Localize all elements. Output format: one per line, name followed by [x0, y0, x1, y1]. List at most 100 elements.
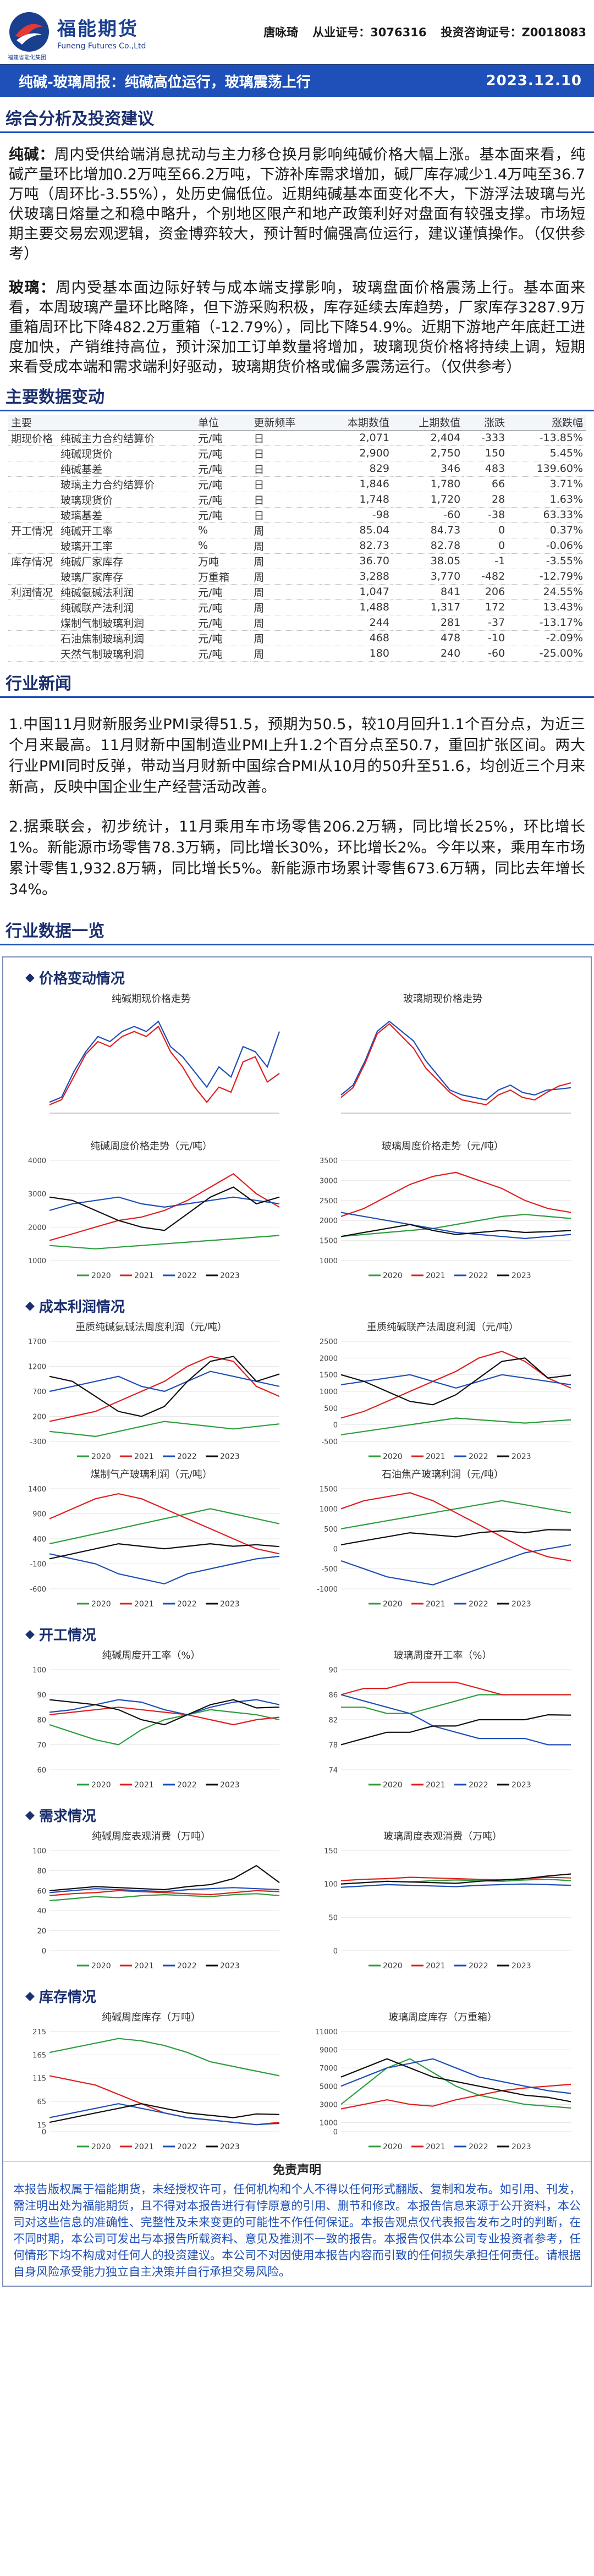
- chart-title: 玻璃期现价格走势: [403, 993, 482, 1005]
- y-tick-label: 90: [328, 1666, 338, 1675]
- y-tick-label: 40: [37, 1907, 46, 1916]
- table-header-cell: [57, 415, 195, 431]
- row-change-pct: 24.55%: [508, 584, 586, 600]
- diamond-icon: ◆: [25, 1298, 35, 1313]
- chart-title: 煤制气产玻璃利润（元/吨）: [90, 1468, 213, 1480]
- report-title: 纯碱-玻璃周报：纯碱高位运行，玻璃震荡上行: [19, 74, 311, 91]
- row-change: 483: [464, 461, 509, 477]
- series-line: [340, 1223, 571, 1237]
- row-frequency: 日: [250, 445, 322, 461]
- row-name: 玻璃厂家库存: [57, 569, 195, 585]
- row-category: 期现价格: [8, 430, 57, 446]
- y-tick-label: 50: [328, 1914, 338, 1922]
- series-line: [49, 1892, 280, 1901]
- section-analysis: 综合分析及投资建议: [0, 107, 594, 133]
- license-info: 从业证号：3076316: [312, 26, 427, 39]
- table-row: 纯碱现货价 元/吨日 2,900 2,750 150 5.45%: [8, 445, 586, 461]
- row-name: 纯碱氨碱法利润: [57, 584, 195, 600]
- legend-label: 2021: [426, 1452, 446, 1461]
- row-change: -1: [464, 553, 509, 569]
- row-category: [8, 630, 57, 646]
- company-name-cn: 福能期货: [57, 18, 139, 40]
- row-unit: 元/吨: [195, 492, 251, 508]
- series-line: [49, 1234, 280, 1250]
- row-category: [8, 507, 57, 523]
- series-line: [49, 1886, 280, 1893]
- row-previous-value: 2,750: [392, 445, 464, 461]
- y-tick-label: 2000: [320, 1355, 338, 1363]
- y-tick-label: 15: [37, 2121, 46, 2129]
- chart-coal-glass-profit: 煤制气产玻璃利润（元/吨） -600 -100 400 900 1400 2020 2021 2…: [16, 1467, 286, 1614]
- row-unit: 元/吨: [195, 461, 251, 477]
- series-line: [49, 2102, 280, 2123]
- chart-row: 纯碱周度价格走势（元/吨） 1000 2000 3000 4000 2020 2021 202…: [3, 1138, 591, 1286]
- series-line: [49, 1025, 280, 1105]
- series-line: [49, 1543, 280, 1559]
- row-change: 28: [464, 492, 509, 508]
- table-row: 石油焦制玻璃利润 元/吨周 468 478 -10 -2.09%: [8, 630, 586, 646]
- table-row: 开工情况 纯碱开工率% 周 85.04 84.73 0 0.37%: [8, 522, 586, 538]
- row-change-pct: 1.63%: [508, 492, 586, 508]
- row-current-value: 468: [321, 630, 393, 646]
- group-title-profit: ◆ 成本利润情况: [25, 1298, 125, 1315]
- y-tick-label: 0: [42, 1947, 46, 1956]
- row-name: 纯碱开工率: [57, 522, 195, 538]
- row-previous-value: 346: [392, 461, 464, 477]
- y-tick-label: 1000: [320, 1388, 338, 1396]
- row-change: 150: [464, 445, 509, 461]
- row-change-pct: 5.45%: [508, 445, 586, 461]
- legend-label: 2021: [426, 2143, 446, 2151]
- row-change: -37: [464, 615, 509, 631]
- news-item: 2.据乘联会，初步统计，11月乘用车市场零售206.2万辆，同比增长25%，环比…: [9, 818, 585, 898]
- series-line: [49, 1020, 280, 1103]
- row-unit: 元/吨: [195, 507, 251, 523]
- series-line: [49, 1355, 280, 1417]
- section-title: 综合分析及投资建议: [6, 109, 154, 129]
- legend-label: 2021: [426, 1600, 446, 1609]
- row-current-value: -98: [321, 507, 393, 523]
- soda-analysis: 纯碱：周内受供给端消息扰动与主力移仓换月影响纯碱价格大幅上涨。基本面来看，纯碱产…: [0, 133, 594, 264]
- y-tick-label: 200: [32, 1413, 46, 1421]
- legend-label: 2022: [177, 1272, 197, 1280]
- y-tick-label: 0: [333, 1545, 338, 1554]
- chart-glass-operate: 玻璃周度开工率（%） 74 78 82 86 90 2020 2021 2022 2023: [308, 1648, 578, 1795]
- y-tick-label: 0: [42, 2128, 46, 2137]
- row-unit: 元/吨: [195, 646, 251, 662]
- company-logo-icon: [9, 12, 49, 52]
- series-line: [340, 1500, 571, 1529]
- row-unit: 万重箱: [195, 569, 251, 585]
- row-name: 石油焦制玻璃利润: [57, 630, 195, 646]
- series-line: [340, 2057, 571, 2102]
- row-name: 纯碱主力合约结算价: [57, 430, 195, 446]
- series-line: [340, 1213, 571, 1237]
- y-tick-label: 3000: [28, 1190, 46, 1198]
- y-tick-label: 60: [37, 1766, 46, 1775]
- row-previous-value: 3,770: [392, 569, 464, 585]
- legend-label: 2023: [220, 1600, 240, 1609]
- chart-row: 煤制气产玻璃利润（元/吨） -600 -100 400 900 1400 2020 2021 2…: [3, 1467, 591, 1614]
- row-change-pct: 63.33%: [508, 507, 586, 523]
- chart-row: 纯碱周度库存（万吨） 0 15 65 115 165 215 2020 2021 2022 2023…: [3, 2010, 591, 2157]
- legend-label: 2023: [512, 1600, 531, 1609]
- advisor-info: 投资咨询证号：Z0018083: [441, 26, 586, 39]
- row-change: 172: [464, 599, 509, 615]
- legend-label: 2020: [91, 2143, 111, 2151]
- table-row: 库存情况 纯碱厂家库存 万吨周 36.70 38.05 -1 -3.55%: [8, 553, 586, 569]
- group-title-demand: ◆ 需求情况: [25, 1808, 96, 1825]
- y-tick-label: -300: [30, 1438, 46, 1446]
- series-line: [340, 1020, 571, 1100]
- y-tick-label: 100: [32, 1666, 46, 1675]
- y-tick-label: 1000: [320, 2119, 338, 2127]
- row-frequency: 周: [250, 615, 322, 631]
- y-tick-label: 9000: [320, 2046, 338, 2055]
- row-previous-value: 841: [392, 584, 464, 600]
- row-category: [8, 461, 57, 477]
- legend-label: 2020: [91, 1272, 111, 1280]
- row-name: 玻璃主力合约结算价: [57, 476, 195, 492]
- series-line: [340, 1357, 571, 1405]
- legend-label: 2020: [91, 1452, 111, 1461]
- row-frequency: 周: [250, 646, 322, 662]
- row-name: 玻璃开工率: [57, 538, 195, 554]
- y-tick-label: 2000: [320, 1217, 338, 1225]
